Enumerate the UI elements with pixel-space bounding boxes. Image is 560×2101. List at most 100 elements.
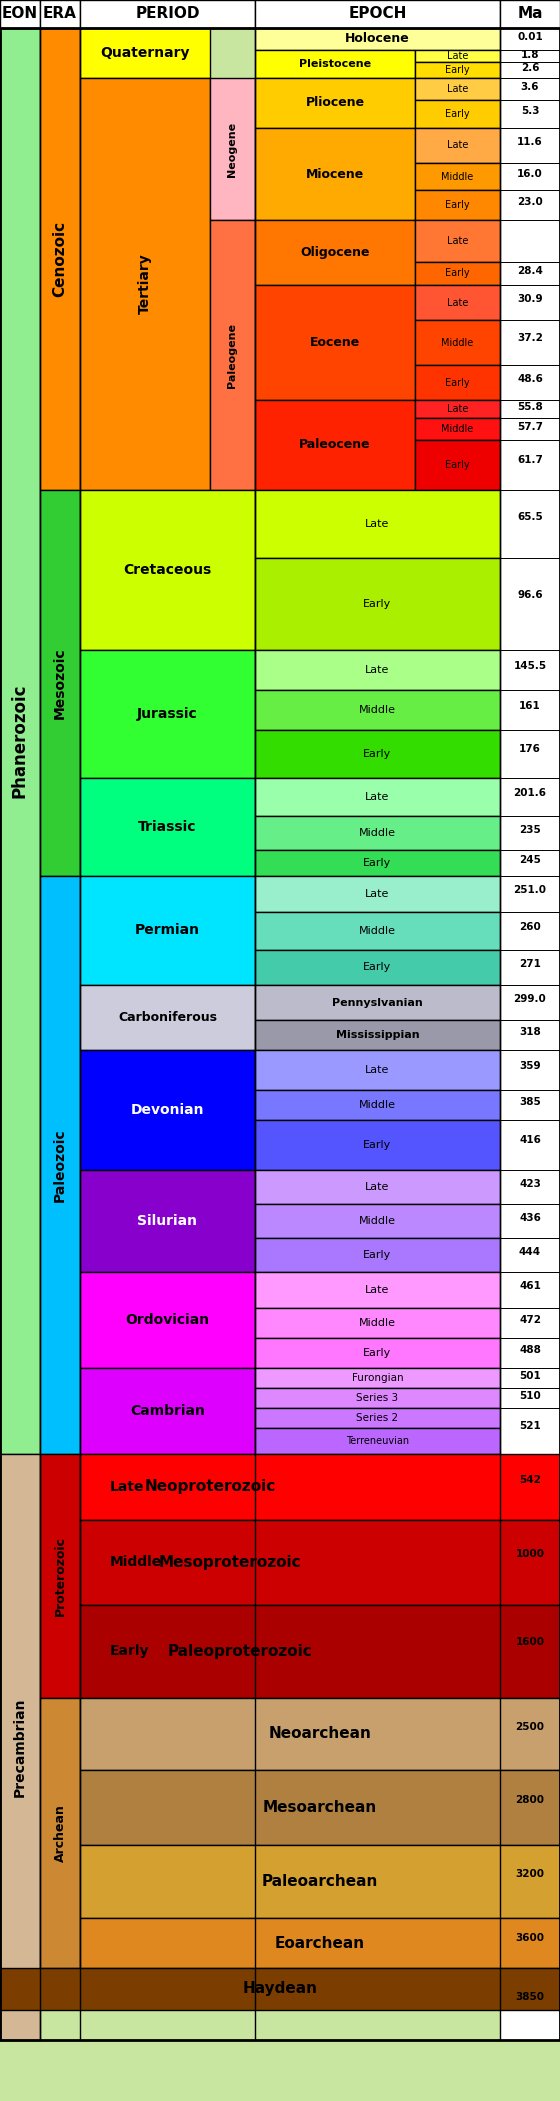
Bar	[415, 50, 500, 63]
Text: Late: Late	[365, 792, 390, 803]
Text: 501: 501	[519, 1372, 541, 1380]
Bar	[0, 27, 40, 1454]
Bar	[80, 1271, 255, 1368]
Text: Early: Early	[445, 200, 470, 210]
Text: Middle: Middle	[359, 828, 396, 838]
Text: Early: Early	[363, 1141, 391, 1149]
Text: Precambrian: Precambrian	[13, 1698, 27, 1796]
Bar	[40, 27, 80, 490]
Text: 2500: 2500	[516, 1723, 544, 1731]
Text: Middle: Middle	[359, 927, 396, 937]
Bar	[415, 286, 500, 319]
Text: Late: Late	[365, 666, 390, 674]
Text: Paleoarchean: Paleoarchean	[262, 1874, 378, 1889]
Bar	[255, 777, 500, 815]
Bar	[255, 1237, 500, 1271]
Text: EON: EON	[2, 6, 38, 21]
Bar	[255, 1019, 500, 1050]
Text: 28.4: 28.4	[517, 267, 543, 275]
Bar	[0, 0, 560, 27]
Bar	[255, 27, 500, 50]
Text: 48.6: 48.6	[517, 374, 543, 384]
Text: Early: Early	[363, 599, 391, 609]
Text: Proterozoic: Proterozoic	[54, 1536, 67, 1616]
Text: Archean: Archean	[54, 1805, 67, 1861]
Text: 57.7: 57.7	[517, 422, 543, 433]
Text: Late: Late	[365, 889, 390, 899]
Bar	[415, 101, 500, 128]
Text: PERIOD: PERIOD	[136, 6, 200, 21]
Text: Series 3: Series 3	[356, 1393, 399, 1403]
Text: 65.5: 65.5	[517, 513, 543, 523]
Text: 61.7: 61.7	[517, 456, 543, 464]
Bar	[255, 1309, 500, 1338]
Bar	[255, 1338, 500, 1368]
Bar	[255, 815, 500, 851]
Text: Early: Early	[445, 378, 470, 387]
Bar	[255, 221, 415, 286]
Text: 1600: 1600	[516, 1637, 544, 1647]
Text: 2.6: 2.6	[521, 63, 539, 74]
Bar	[80, 1050, 255, 1170]
Text: Ma: Ma	[517, 6, 543, 21]
Text: Early: Early	[110, 1645, 150, 1658]
Text: Pliocene: Pliocene	[305, 97, 365, 109]
Bar	[80, 78, 210, 490]
Bar	[210, 78, 255, 221]
Text: Miocene: Miocene	[306, 168, 364, 181]
Text: Late: Late	[447, 84, 468, 95]
Bar	[255, 689, 500, 729]
Text: Mississippian: Mississippian	[335, 1029, 419, 1040]
Bar	[255, 559, 500, 649]
Text: Paleocene: Paleocene	[299, 439, 371, 452]
Text: 521: 521	[519, 1422, 541, 1431]
Text: Early: Early	[445, 65, 470, 76]
Text: 299.0: 299.0	[514, 994, 547, 1004]
Bar	[255, 1170, 500, 1204]
Bar	[415, 78, 500, 101]
Text: Early: Early	[363, 962, 391, 973]
Text: 11.6: 11.6	[517, 137, 543, 147]
Text: 2800: 2800	[516, 1794, 544, 1805]
Text: 510: 510	[519, 1391, 541, 1401]
Text: Eoarchean: Eoarchean	[275, 1935, 365, 1950]
Bar	[415, 418, 500, 439]
Text: Late: Late	[447, 403, 468, 414]
Bar	[80, 1845, 560, 1918]
Text: 444: 444	[519, 1246, 541, 1256]
Text: 318: 318	[519, 1027, 541, 1038]
Text: 0.01: 0.01	[517, 32, 543, 42]
Text: 542: 542	[519, 1475, 541, 1485]
Text: 235: 235	[519, 824, 541, 834]
Bar	[80, 777, 255, 876]
Text: Early: Early	[363, 748, 391, 758]
Text: Late: Late	[447, 50, 468, 61]
Text: 271: 271	[519, 958, 541, 969]
Text: 1.8: 1.8	[521, 50, 539, 59]
Bar	[40, 1454, 80, 1698]
Text: 161: 161	[519, 702, 541, 710]
Bar	[415, 319, 500, 366]
Text: Neoarchean: Neoarchean	[269, 1727, 371, 1742]
Text: Pleistocene: Pleistocene	[299, 59, 371, 69]
Bar	[0, 1969, 560, 2011]
Text: Quaternary: Quaternary	[100, 46, 190, 61]
Text: 385: 385	[519, 1097, 541, 1107]
Text: Late: Late	[365, 1183, 390, 1191]
Text: 488: 488	[519, 1345, 541, 1355]
Bar	[80, 0, 255, 27]
Bar	[415, 164, 500, 189]
Bar	[80, 649, 255, 777]
Text: Cenozoic: Cenozoic	[53, 221, 68, 296]
Bar	[255, 851, 500, 876]
Bar	[255, 985, 500, 1019]
Text: Middle: Middle	[359, 706, 396, 714]
Text: 3200: 3200	[516, 1870, 544, 1878]
Bar	[80, 1519, 560, 1605]
Text: Late: Late	[365, 1286, 390, 1294]
Bar	[80, 1170, 255, 1271]
Text: Terreneuvian: Terreneuvian	[346, 1435, 409, 1445]
Text: Holocene: Holocene	[345, 32, 410, 46]
Text: Devonian: Devonian	[130, 1103, 204, 1118]
Text: Haydean: Haydean	[242, 1981, 318, 1996]
